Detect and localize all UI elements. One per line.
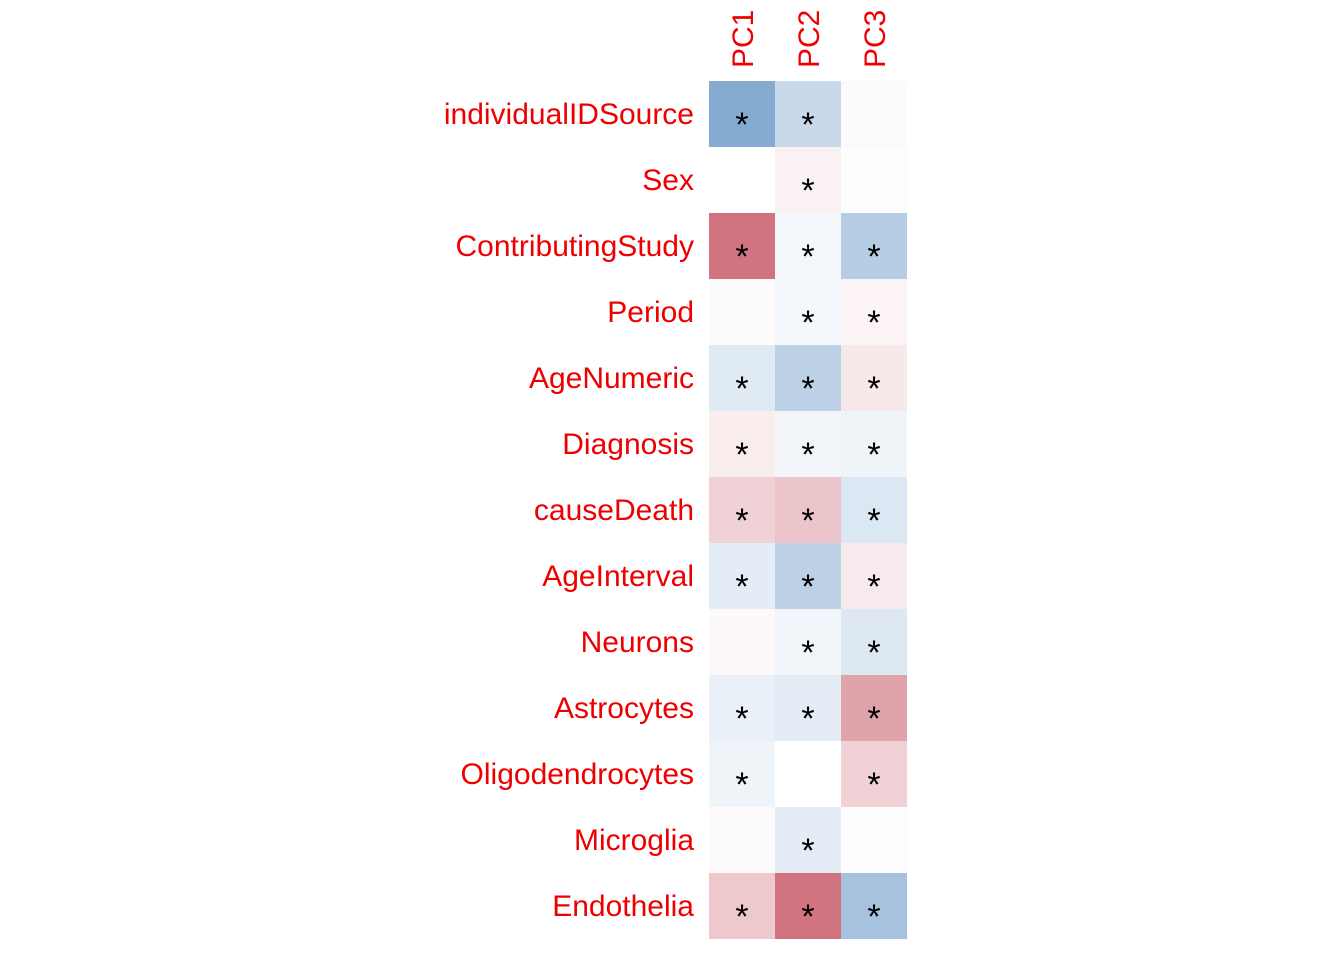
heatmap-cell-ageinterval-pc2 <box>775 543 841 609</box>
significance-mark-contributingstudy-pc1: * <box>735 238 748 276</box>
significance-mark-endothelia-pc1: * <box>735 898 748 936</box>
significance-mark-contributingstudy-pc2: * <box>801 238 814 276</box>
heatmap-cell-neurons-pc2 <box>775 609 841 675</box>
significance-mark-oligodendrocytes-pc1: * <box>735 766 748 804</box>
heatmap-cell-period-pc3 <box>841 279 907 345</box>
row-labels: individualIDSource Sex ContributingStudy Pe… <box>444 98 694 923</box>
significance-mark-diagnosis-pc2: * <box>801 436 814 474</box>
heatmap-cell-contributingstudy-pc2 <box>775 213 841 279</box>
heatmap-cell-diagnosis-pc3 <box>841 411 907 477</box>
row-label-diagnosis: Diagnosis <box>562 428 694 461</box>
heatmap-cell-diagnosis-pc2 <box>775 411 841 477</box>
row-label-contributingstudy: ContributingStudy <box>456 230 694 263</box>
significance-mark-individualidsource-pc1: * <box>735 106 748 144</box>
significance-mark-endothelia-pc2: * <box>801 898 814 936</box>
heatmap-cell-causedeath-pc2 <box>775 477 841 543</box>
significance-mark-endothelia-pc3: * <box>867 898 880 936</box>
row-label-oligodendrocytes: Oligodendrocytes <box>461 758 694 791</box>
heatmap-cell-microglia-pc2 <box>775 807 841 873</box>
heatmap-cell-oligodendrocytes-pc2 <box>775 741 841 807</box>
significance-mark-causedeath-pc2: * <box>801 502 814 540</box>
heatmap-cell-diagnosis-pc1 <box>709 411 775 477</box>
heatmap-cell-microglia-pc1 <box>709 807 775 873</box>
heatmap-cell-period-pc2 <box>775 279 841 345</box>
row-label-causedeath: causeDeath <box>534 494 694 527</box>
row-label-microglia: Microglia <box>574 824 694 857</box>
heatmap-cell-sex-pc2 <box>775 147 841 213</box>
significance-mark-ageinterval-pc1: * <box>735 568 748 606</box>
heatmap-cell-endothelia-pc2 <box>775 873 841 939</box>
heatmap-cell-microglia-pc3 <box>841 807 907 873</box>
row-label-neurons: Neurons <box>581 626 694 659</box>
heatmap-cell-causedeath-pc3 <box>841 477 907 543</box>
column-label-pc3: PC3 <box>859 10 892 68</box>
heatmap-cell-individualidsource-pc1 <box>709 81 775 147</box>
heatmap-cell-sex-pc1 <box>709 147 775 213</box>
significance-mark-neurons-pc3: * <box>867 634 880 672</box>
heatmap-cell-ageinterval-pc1 <box>709 543 775 609</box>
heatmap-cell-contributingstudy-pc1 <box>709 213 775 279</box>
significance-mark-diagnosis-pc1: * <box>735 436 748 474</box>
heatmap-cell-endothelia-pc3 <box>841 873 907 939</box>
row-label-astrocytes: Astrocytes <box>554 692 694 725</box>
heatmap-cell-individualidsource-pc3 <box>841 81 907 147</box>
significance-marks: * * * * * * * * * * * * * * * * * * * * * * * * * * * * * * * <box>735 106 880 936</box>
row-label-ageinterval: AgeInterval <box>542 560 694 593</box>
heatmap-cell-ageinterval-pc3 <box>841 543 907 609</box>
significance-mark-oligodendrocytes-pc3: * <box>867 766 880 804</box>
significance-mark-contributingstudy-pc3: * <box>867 238 880 276</box>
heatmap-cell-astrocytes-pc1 <box>709 675 775 741</box>
heatmap-cell-agenumeric-pc3 <box>841 345 907 411</box>
significance-mark-astrocytes-pc3: * <box>867 700 880 738</box>
significance-mark-period-pc3: * <box>867 304 880 342</box>
heatmap-cell-individualidsource-pc2 <box>775 81 841 147</box>
significance-mark-individualidsource-pc2: * <box>801 106 814 144</box>
row-label-sex: Sex <box>642 164 694 197</box>
heatmap-cell-causedeath-pc1 <box>709 477 775 543</box>
significance-mark-agenumeric-pc1: * <box>735 370 748 408</box>
significance-mark-astrocytes-pc2: * <box>801 700 814 738</box>
heatmap-cell-agenumeric-pc1 <box>709 345 775 411</box>
significance-mark-agenumeric-pc2: * <box>801 370 814 408</box>
significance-mark-astrocytes-pc1: * <box>735 700 748 738</box>
row-label-individualidsource: individualIDSource <box>444 98 694 131</box>
heatmap-cells <box>709 81 907 939</box>
significance-mark-causedeath-pc1: * <box>735 502 748 540</box>
row-label-period: Period <box>607 296 694 329</box>
heatmap-cell-oligodendrocytes-pc3 <box>841 741 907 807</box>
column-label-pc1: PC1 <box>727 10 760 68</box>
heatmap-cell-astrocytes-pc2 <box>775 675 841 741</box>
heatmap-cell-sex-pc3 <box>841 147 907 213</box>
significance-mark-neurons-pc2: * <box>801 634 814 672</box>
heatmap-cell-period-pc1 <box>709 279 775 345</box>
row-label-endothelia: Endothelia <box>552 890 694 923</box>
heatmap-cell-astrocytes-pc3 <box>841 675 907 741</box>
heatmap-cell-endothelia-pc1 <box>709 873 775 939</box>
heatmap-cell-neurons-pc1 <box>709 609 775 675</box>
heatmap-cell-agenumeric-pc2 <box>775 345 841 411</box>
column-labels: PC1 PC2 PC3 <box>727 10 892 68</box>
heatmap-cell-neurons-pc3 <box>841 609 907 675</box>
significance-mark-sex-pc2: * <box>801 172 814 210</box>
significance-mark-period-pc2: * <box>801 304 814 342</box>
significance-mark-diagnosis-pc3: * <box>867 436 880 474</box>
significance-mark-ageinterval-pc3: * <box>867 568 880 606</box>
significance-mark-agenumeric-pc3: * <box>867 370 880 408</box>
significance-mark-ageinterval-pc2: * <box>801 568 814 606</box>
significance-mark-microglia-pc2: * <box>801 832 814 870</box>
column-label-pc2: PC2 <box>793 10 826 68</box>
row-label-agenumeric: AgeNumeric <box>529 362 694 395</box>
heatmap-cell-contributingstudy-pc3 <box>841 213 907 279</box>
heatmap-cell-oligodendrocytes-pc1 <box>709 741 775 807</box>
significance-mark-causedeath-pc3: * <box>867 502 880 540</box>
